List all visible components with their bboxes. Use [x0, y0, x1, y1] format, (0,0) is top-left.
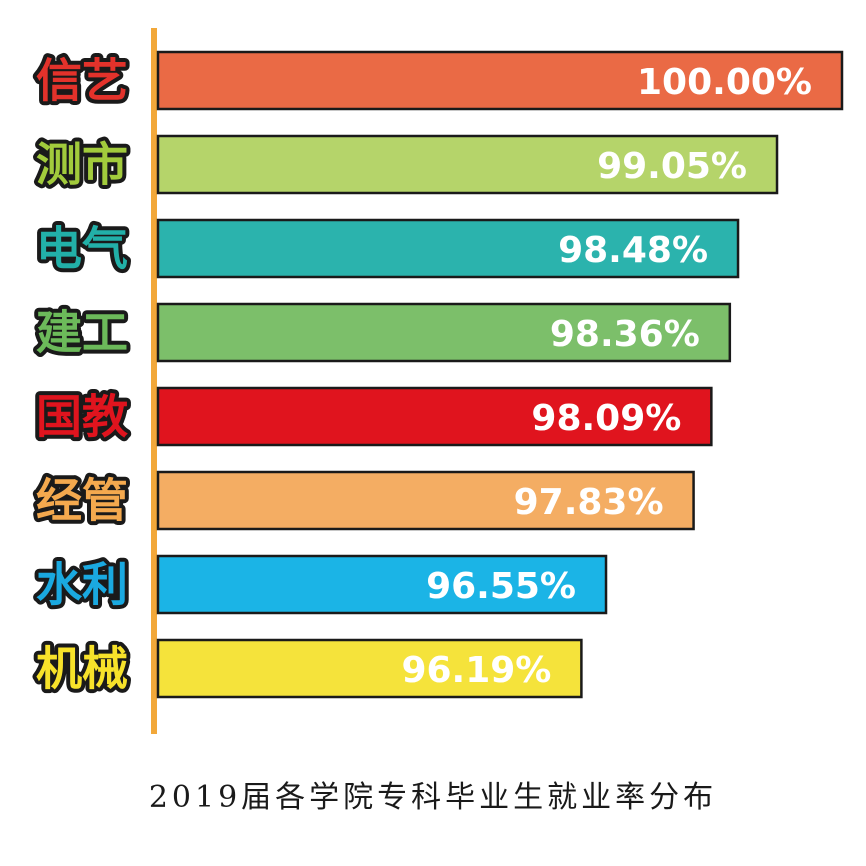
value-label: 96.19% [401, 650, 551, 691]
bar [156, 386, 713, 447]
value-label: 100.00% [637, 62, 812, 103]
category-label: 机械 [36, 642, 128, 696]
category-label: 经管 [36, 474, 128, 528]
bar-chart: 信艺 100.00% 测市 99.05% 电气 98.48% 建工 98.36% 国教 98.09… [32, 28, 844, 734]
category-label: 水利 [36, 558, 128, 612]
chart-title: 2019届各学院专科毕业生就业率分布 [148, 780, 718, 815]
value-label: 98.09% [531, 398, 681, 439]
category-label: 信艺 [36, 54, 128, 108]
category-label: 电气 [36, 222, 128, 276]
bar [156, 218, 740, 279]
bar [156, 638, 583, 699]
category-label: 建工 [36, 306, 128, 360]
value-label: 98.48% [558, 230, 708, 271]
bar [156, 302, 732, 363]
category-label: 国教 [36, 390, 128, 444]
value-label: 97.83% [514, 482, 664, 523]
bar [156, 50, 844, 111]
category-label: 测市 [36, 138, 128, 192]
bar [156, 470, 695, 531]
y-axis-line [151, 28, 157, 734]
bar [156, 134, 779, 195]
value-label: 96.55% [426, 566, 576, 607]
value-label: 99.05% [597, 146, 747, 187]
bar [156, 554, 608, 615]
value-label: 98.36% [550, 314, 700, 355]
